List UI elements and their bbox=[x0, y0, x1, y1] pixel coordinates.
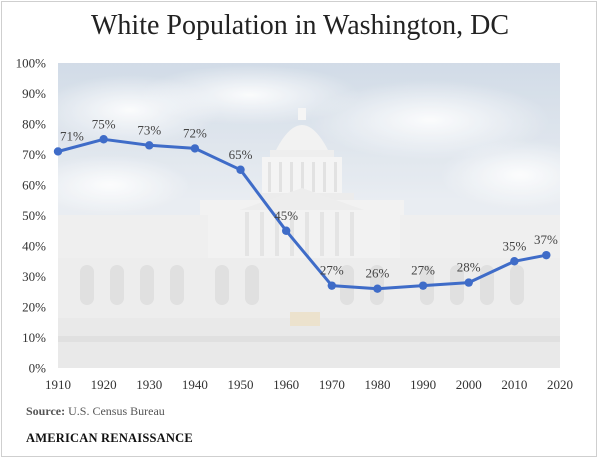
y-tick-label: 60% bbox=[22, 178, 46, 193]
data-point bbox=[145, 141, 154, 150]
y-tick-label: 10% bbox=[22, 330, 46, 345]
data-point bbox=[99, 135, 108, 144]
data-point bbox=[281, 226, 291, 235]
y-tick-label: 30% bbox=[22, 269, 46, 284]
x-axis: 1910 1920 1930 1940 1950 1960 1970 1980 1990 2000… bbox=[45, 377, 573, 392]
source-text: U.S. Census Bureau bbox=[68, 404, 165, 418]
data-point bbox=[464, 278, 473, 287]
data-label: 27% bbox=[320, 263, 344, 278]
data-point bbox=[418, 281, 428, 290]
y-tick-label: 70% bbox=[22, 147, 46, 162]
x-tick-label: 1960 bbox=[273, 377, 299, 392]
x-tick-label: 1940 bbox=[182, 377, 208, 392]
data-label: 75% bbox=[92, 116, 116, 131]
data-point bbox=[542, 250, 551, 260]
x-tick-label: 1930 bbox=[136, 377, 162, 392]
data-point bbox=[190, 144, 200, 153]
y-tick-label: 100% bbox=[16, 56, 47, 71]
x-tick-label: 2000 bbox=[456, 377, 482, 392]
x-tick-label: 1970 bbox=[319, 377, 345, 392]
data-point bbox=[53, 147, 63, 156]
x-tick-label: 1910 bbox=[45, 377, 71, 392]
series-white-population: 71% 75% 73% 72% 65% 45% 27% 26% 27% 28% 35% 37% bbox=[53, 116, 558, 293]
x-tick-label: 2010 bbox=[501, 377, 527, 392]
x-tick-label: 1920 bbox=[91, 377, 117, 392]
x-tick-label: 1950 bbox=[228, 377, 254, 392]
data-label: 72% bbox=[183, 125, 207, 140]
data-label: 73% bbox=[137, 122, 161, 137]
data-label: 71% bbox=[60, 128, 84, 143]
series-line bbox=[56, 137, 548, 291]
y-tick-label: 50% bbox=[22, 208, 46, 223]
chart-title: White Population in Washington, DC bbox=[91, 10, 509, 41]
y-axis: 0% 10% 20% 30% 40% 50% 60% 70% 80% 90% 100% bbox=[16, 56, 47, 376]
source-note: Source: U.S. Census Bureau bbox=[26, 404, 165, 419]
x-tick-label: 1990 bbox=[410, 377, 436, 392]
data-point bbox=[373, 284, 382, 293]
data-label: 37% bbox=[534, 232, 558, 247]
y-tick-label: 0% bbox=[29, 361, 47, 376]
background-capitol-image bbox=[58, 63, 560, 368]
data-point bbox=[327, 281, 337, 290]
data-label: 27% bbox=[411, 263, 435, 278]
data-label: 45% bbox=[274, 208, 298, 223]
data-label: 65% bbox=[229, 147, 253, 162]
y-tick-label: 90% bbox=[22, 86, 46, 101]
data-label: 26% bbox=[366, 266, 390, 281]
data-point bbox=[510, 257, 519, 266]
data-label: 28% bbox=[457, 260, 481, 275]
data-point bbox=[236, 165, 245, 174]
x-tick-label: 1980 bbox=[364, 377, 390, 392]
source-label: Source: bbox=[26, 404, 66, 418]
data-label: 35% bbox=[502, 238, 526, 253]
x-tick-label: 2020 bbox=[547, 377, 573, 392]
y-tick-label: 20% bbox=[22, 300, 46, 315]
y-tick-label: 80% bbox=[22, 117, 46, 132]
brand-name: AMERICAN RENAISSANCE bbox=[26, 431, 193, 445]
y-tick-label: 40% bbox=[22, 239, 46, 254]
